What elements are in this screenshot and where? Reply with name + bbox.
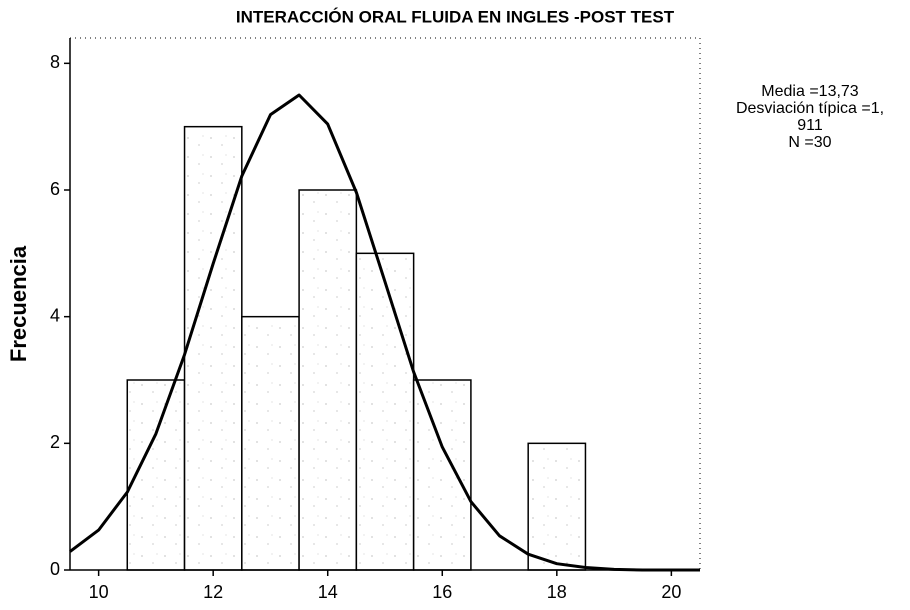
normal-curve — [69, 93, 700, 572]
y-tick-label: 6 — [50, 179, 60, 199]
bar — [298, 189, 358, 571]
stat-line: Media =13,73 — [761, 83, 859, 100]
bar — [183, 125, 243, 571]
bar — [355, 252, 415, 571]
y-tick-label: 0 — [50, 559, 60, 579]
x-tick-label: 16 — [432, 582, 452, 602]
y-tick-label: 4 — [50, 305, 60, 325]
bar — [412, 379, 472, 571]
stat-line: N =30 — [788, 134, 831, 151]
chart-title: INTERACCIÓN ORAL FLUIDA EN INGLES -POST … — [236, 7, 675, 26]
y-tick-label: 8 — [50, 52, 60, 72]
x-tick-label: 12 — [203, 582, 223, 602]
x-tick-label: 14 — [318, 582, 338, 602]
y-axis-label: Frecuencia — [6, 245, 31, 362]
bar — [527, 442, 587, 571]
stat-line: 911 — [797, 117, 823, 134]
bar — [241, 315, 300, 571]
x-tick-label: 18 — [547, 582, 567, 602]
stat-line: Desviación típica =1, — [736, 100, 884, 117]
y-tick-label: 2 — [50, 432, 60, 452]
x-tick-label: 20 — [661, 582, 681, 602]
x-tick-label: 10 — [89, 582, 109, 602]
